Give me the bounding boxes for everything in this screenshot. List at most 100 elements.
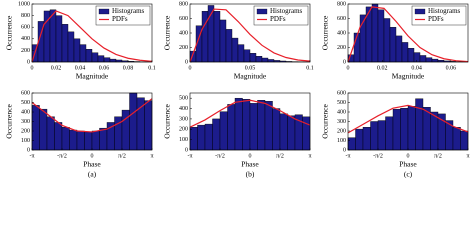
- histogram-bar: [99, 127, 108, 151]
- histogram-bar: [355, 128, 364, 151]
- x-tick-label: -π/2: [215, 153, 225, 159]
- histogram-bar: [407, 106, 416, 151]
- pdf-curve: [31, 10, 153, 63]
- y-tick-label: 200: [179, 127, 188, 133]
- x-tick-label: 0: [91, 153, 94, 159]
- histogram-bar: [85, 49, 93, 63]
- x-tick-label: π: [308, 153, 311, 159]
- histogram-bar: [249, 103, 258, 151]
- y-tick-label: 400: [337, 30, 346, 36]
- y-tick-label: 200: [179, 45, 188, 51]
- y-tick-label: 800: [21, 13, 30, 19]
- histogram-bar: [415, 98, 424, 151]
- histogram-bar: [73, 38, 81, 63]
- histogram-bar: [401, 42, 409, 63]
- x-tick-label: 0: [31, 65, 34, 71]
- legend-label: Histograms: [112, 7, 145, 15]
- histogram-bar: [219, 111, 228, 151]
- histogram-bar: [201, 11, 209, 63]
- y-tick-label: 200: [21, 48, 30, 54]
- y-tick-label: 600: [179, 16, 188, 22]
- y-tick-label: 400: [179, 106, 188, 112]
- histogram-bar: [267, 59, 275, 63]
- histogram-bar: [460, 130, 469, 151]
- histogram-bar: [383, 18, 391, 63]
- y-tick-label: 0: [185, 147, 188, 153]
- x-tick-label: 0.06: [99, 65, 110, 71]
- y-tick-label: 0: [27, 147, 30, 153]
- histogram-bar: [422, 107, 431, 151]
- histogram-bar: [272, 108, 281, 151]
- histogram-bar: [91, 52, 99, 63]
- x-tick-label: 0.02: [377, 65, 388, 71]
- histogram-bar: [79, 44, 87, 63]
- y-tick-label: 300: [21, 119, 30, 125]
- x-tick-label: -π/2: [57, 153, 67, 159]
- legend-label: PDFs: [428, 15, 444, 23]
- histogram-bar: [407, 48, 415, 63]
- x-tick-label: -π: [29, 153, 34, 159]
- histogram-bar: [400, 107, 409, 151]
- histogram-bar: [242, 99, 251, 151]
- y-tick-label: 400: [21, 109, 30, 115]
- histogram-bar: [219, 19, 227, 63]
- histogram-bar: [279, 113, 288, 151]
- y-tick-label: 0: [27, 59, 30, 65]
- x-axis-label: Phase: [241, 160, 259, 169]
- x-axis-label: Magnitude: [76, 72, 109, 81]
- histogram-bar: [61, 126, 70, 151]
- histogram-bar: [49, 9, 57, 63]
- y-tick-label: 500: [179, 96, 188, 102]
- histogram-bar: [91, 130, 100, 151]
- x-tick-label: π: [466, 153, 469, 159]
- y-tick-label: 1000: [18, 1, 30, 7]
- legend-box: [95, 5, 151, 26]
- panel-caption: (c): [404, 170, 413, 179]
- x-tick-label: 0.04: [411, 65, 422, 71]
- x-tick-label: 0: [407, 153, 410, 159]
- x-axis-label: Magnitude: [234, 72, 267, 81]
- histogram-bar: [257, 100, 266, 151]
- y-tick-label: 300: [179, 116, 188, 122]
- histogram-bar: [243, 49, 251, 63]
- histogram-bar: [362, 126, 371, 151]
- histogram-bar: [425, 57, 433, 63]
- legend-box: [253, 5, 309, 26]
- y-tick-label: 0: [185, 59, 188, 65]
- histogram-bar: [129, 92, 138, 151]
- histogram-bar: [234, 97, 243, 151]
- y-tick-label: 800: [337, 1, 346, 7]
- legend-label: Histograms: [428, 7, 461, 15]
- histogram-bar: [69, 129, 78, 151]
- pdf-curve: [189, 99, 311, 128]
- y-axis-label: Occurrence: [321, 104, 330, 139]
- histogram-bar: [452, 126, 461, 151]
- histogram-bar: [55, 15, 63, 63]
- histogram-bar: [204, 123, 213, 151]
- legend-swatch: [256, 8, 268, 15]
- y-tick-label: 100: [21, 138, 30, 144]
- histogram-bar: [371, 3, 379, 63]
- legend-label: PDFs: [270, 15, 286, 23]
- x-tick-label: 0.04: [75, 65, 86, 71]
- histogram-bar: [264, 101, 273, 151]
- histogram-bar: [67, 31, 75, 63]
- panel-caption: (a): [88, 170, 97, 179]
- histogram-bar: [97, 55, 105, 63]
- panel-caption: (b): [246, 170, 255, 179]
- x-tick-label: π/2: [434, 153, 442, 159]
- y-tick-label: 800: [179, 1, 188, 7]
- x-tick-label: 0: [347, 65, 350, 71]
- x-tick-label: π: [150, 153, 153, 159]
- x-tick-label: π/2: [118, 153, 126, 159]
- x-tick-label: π/2: [276, 153, 284, 159]
- x-tick-label: 0.05: [245, 65, 256, 71]
- histogram-bar: [377, 120, 386, 151]
- histogram-bar: [419, 55, 427, 63]
- histogram-bar: [103, 57, 111, 63]
- histogram-bar: [61, 24, 69, 63]
- histogram-bar: [287, 115, 296, 151]
- histogram-bar: [413, 52, 421, 63]
- histogram-bar: [255, 56, 263, 63]
- histogram-bar: [225, 29, 233, 63]
